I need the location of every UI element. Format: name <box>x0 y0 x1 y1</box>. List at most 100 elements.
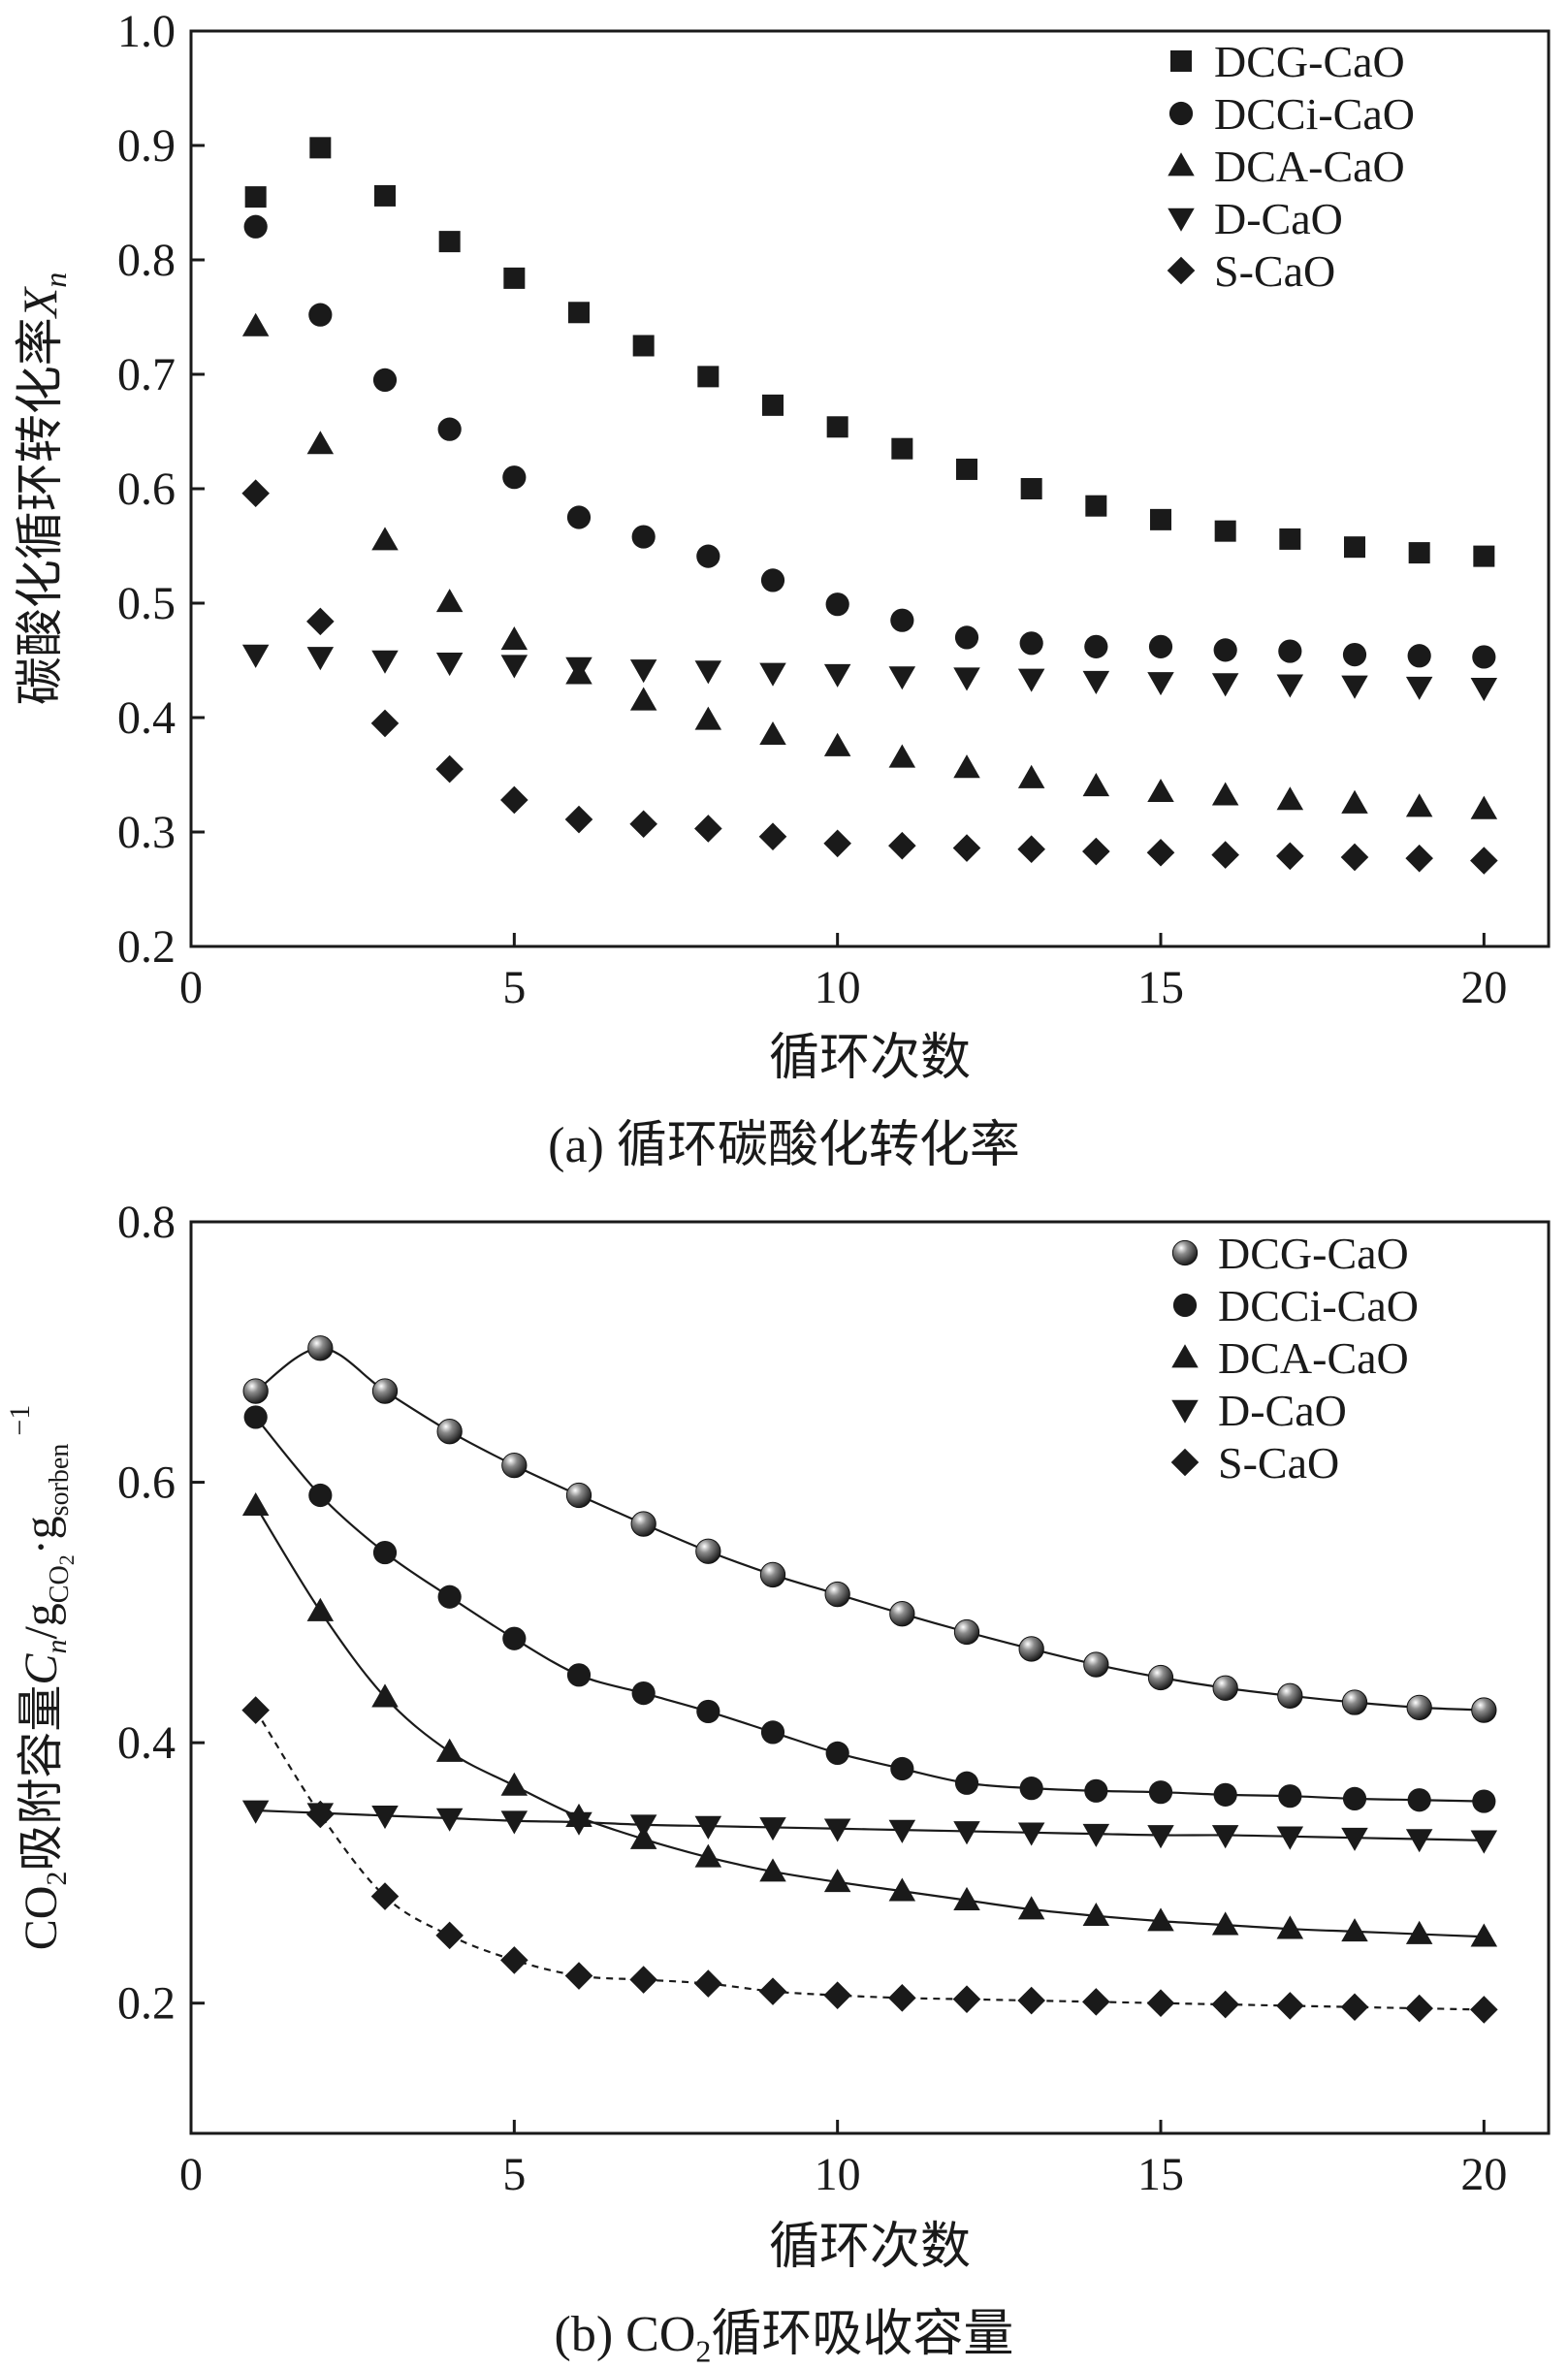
chart-b-caption-post: 循环吸收容量 <box>711 2307 1014 2362</box>
point-s-cao <box>1340 843 1369 872</box>
point-dca-cao <box>306 431 335 455</box>
point-d-cao <box>1405 1829 1433 1853</box>
legend-label-d-cao: D-CaO <box>1218 1386 1347 1435</box>
legend-label-dcci-cao: DCCi-CaO <box>1214 89 1415 139</box>
point-s-cao <box>888 1984 916 2012</box>
chart-b-xlabel: 循环次数 <box>769 2220 971 2275</box>
point-d-cao <box>1276 1826 1304 1850</box>
point-dcci-cao <box>1472 645 1496 669</box>
chart-b-frame <box>189 1220 1551 2135</box>
legend-marker-dca-cao <box>1168 152 1195 176</box>
point-s-cao <box>758 1977 787 2005</box>
point-dcci-cao <box>954 1771 979 1795</box>
point-d-cao <box>306 647 335 671</box>
point-s-cao <box>952 1985 981 2013</box>
point-dcg-cao <box>1344 536 1365 559</box>
point-dcg-cao <box>438 231 461 253</box>
point-dcg-cao <box>1473 545 1495 567</box>
point-s-cao <box>1082 837 1110 866</box>
point-s-cao <box>500 1946 528 1974</box>
point-dcg-cao <box>891 437 913 460</box>
legend-marker-dcg-cao <box>1170 50 1192 72</box>
point-dca-cao <box>1341 789 1368 814</box>
legend-marker-dcg-cao <box>1171 1239 1199 1266</box>
point-d-cao <box>565 1811 592 1836</box>
point-dca-cao <box>500 1772 528 1796</box>
point-dca-cao <box>694 1843 722 1868</box>
point-dca-cao <box>1211 782 1239 806</box>
point-d-cao <box>1276 674 1304 698</box>
point-dcci-cao <box>1342 643 1367 667</box>
point-s-cao <box>823 1981 851 2009</box>
point-s-cao <box>564 1962 593 1990</box>
point-dcci-cao <box>696 544 720 568</box>
point-dca-cao <box>1211 1911 1239 1936</box>
series-line-dca-cao <box>254 1505 1485 1938</box>
point-dcci-cao <box>1019 631 1043 656</box>
point-dca-cao <box>1276 1915 1304 1939</box>
point-dcg-cao <box>1020 478 1042 499</box>
point-dcci-cao <box>825 1741 849 1765</box>
point-s-cao <box>1340 1993 1369 2022</box>
chart-b: 0 5 10 15 20 0.2 0.4 0.6 0.8 DCG-CaODCCi-CaODCA-… <box>4 1197 1551 2275</box>
point-dcci-cao <box>243 1405 268 1429</box>
y-tick-label: 0.2 <box>117 1978 176 2030</box>
point-dcci-cao <box>1148 1780 1173 1805</box>
point-d-cao <box>629 1814 657 1839</box>
point-s-cao <box>1211 1990 1239 2019</box>
point-d-cao <box>694 1815 722 1840</box>
point-dca-cao <box>435 1738 464 1762</box>
point-dca-cao <box>306 1597 335 1621</box>
point-d-cao <box>1211 1825 1239 1849</box>
point-dcg-cao <box>762 394 784 416</box>
point-dcg-cao <box>1212 1675 1238 1701</box>
point-dca-cao <box>629 687 657 711</box>
point-dcci-cao <box>696 1699 720 1724</box>
point-s-cao <box>694 1969 722 1998</box>
legend-label-dcci-cao: DCCi-CaO <box>1218 1281 1419 1330</box>
point-dca-cao <box>241 1491 270 1517</box>
x-tick-label: 0 <box>179 962 203 1013</box>
legend-label-d-cao: D-CaO <box>1214 194 1343 243</box>
point-d-cao <box>500 1810 528 1835</box>
point-s-cao <box>1017 835 1045 863</box>
point-dcci-cao <box>1407 1788 1431 1812</box>
point-s-cao <box>1276 842 1304 871</box>
legend-marker-d-cao <box>1168 208 1195 232</box>
point-dcci-cao <box>1019 1777 1043 1801</box>
x-tick-label: 15 <box>1137 2149 1184 2200</box>
point-dca-cao <box>1470 795 1498 819</box>
point-s-cao <box>1405 844 1433 873</box>
point-d-cao <box>1405 676 1433 700</box>
legend-marker-d-cao <box>1171 1399 1199 1424</box>
point-s-cao <box>1146 1989 1175 2018</box>
point-dcg-cao <box>1150 508 1171 530</box>
point-dcci-cao <box>890 608 914 632</box>
point-dca-cao <box>1082 1902 1110 1927</box>
point-dca-cao <box>1341 1918 1368 1942</box>
point-d-cao <box>953 1821 980 1845</box>
point-d-cao <box>1082 670 1110 694</box>
point-d-cao <box>1470 1830 1498 1854</box>
point-dca-cao <box>1276 786 1304 811</box>
point-dcg-cao <box>695 1538 721 1564</box>
point-s-cao <box>694 815 722 843</box>
x-tick-label: 10 <box>815 2149 861 2200</box>
point-d-cao <box>435 1808 464 1832</box>
point-dcci-cao <box>243 214 268 239</box>
point-s-cao <box>758 822 787 851</box>
point-d-cao <box>823 1818 851 1842</box>
chart-b-caption-sub: 2 <box>695 2333 712 2369</box>
point-dcg-cao <box>244 186 267 208</box>
point-dca-cao <box>435 589 464 613</box>
legend-label-dca-cao: DCA-CaO <box>1214 142 1405 191</box>
chart-a-caption: (a) 循环碳酸化转化率 <box>548 1118 1020 1173</box>
point-d-cao <box>1470 678 1498 702</box>
legend-label-dcg-cao: DCG-CaO <box>1218 1229 1409 1278</box>
point-dca-cao <box>823 732 851 756</box>
point-dca-cao <box>241 312 270 336</box>
y-tick-label: 0.3 <box>117 807 176 858</box>
point-dcg-cao <box>1147 1664 1174 1691</box>
point-d-cao <box>1147 672 1174 696</box>
y-tick-label: 0.4 <box>117 1717 176 1769</box>
